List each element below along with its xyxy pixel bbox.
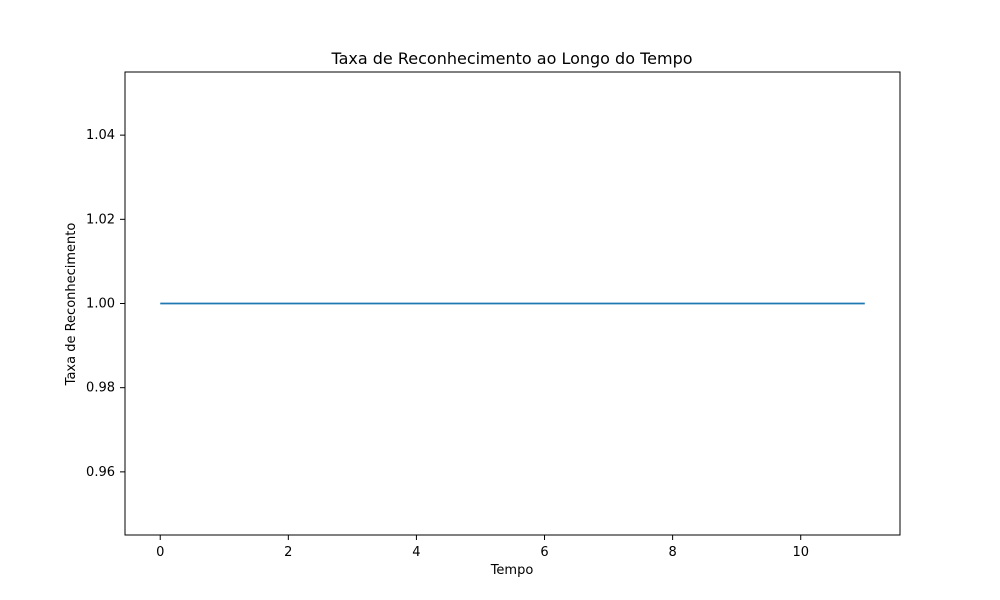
y-tick-label: 1.04: [86, 128, 115, 143]
chart-title: Taxa de Reconhecimento ao Longo do Tempo: [330, 49, 692, 68]
x-axis: 0 2 4 6 8 10: [156, 535, 809, 560]
y-tick-label: 1.02: [86, 212, 115, 227]
y-axis: 0.96 0.98 1.00 1.02 1.04: [86, 128, 125, 480]
y-axis-title: Taxa de Reconhecimento: [64, 223, 79, 387]
x-tick-label: 2: [284, 545, 292, 560]
x-tick-label: 6: [540, 545, 548, 560]
y-tick-label: 0.98: [86, 381, 115, 396]
x-tick-label: 10: [792, 545, 809, 560]
x-tick-label: 4: [412, 545, 420, 560]
x-axis-title: Tempo: [490, 563, 534, 578]
y-tick-label: 0.96: [86, 465, 115, 480]
y-tick-label: 1.00: [86, 297, 115, 312]
x-tick-label: 0: [156, 545, 164, 560]
x-tick-label: 8: [668, 545, 676, 560]
